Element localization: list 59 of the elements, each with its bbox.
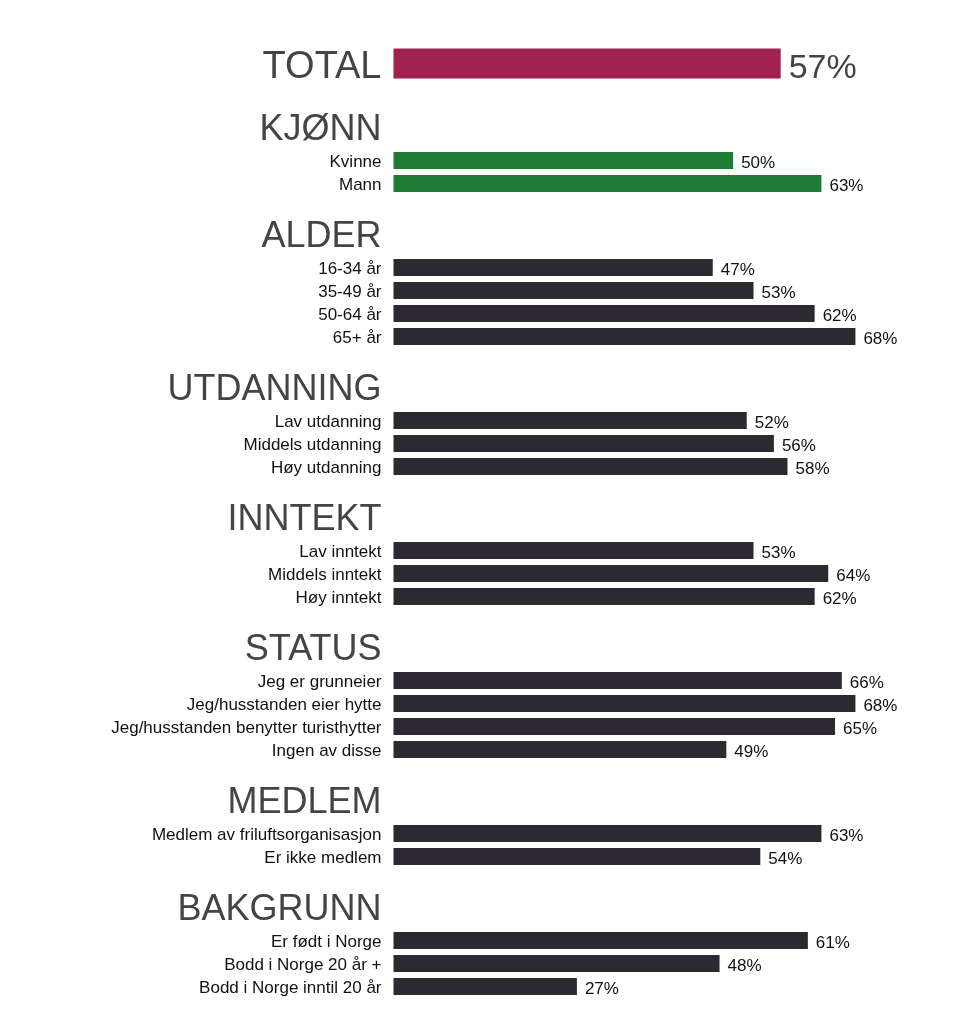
chart-title: KJØNN bbox=[259, 107, 382, 148]
bar bbox=[393, 741, 727, 758]
data-label: 63% bbox=[829, 826, 864, 845]
data-label: 65% bbox=[843, 719, 878, 738]
y-tick-label: 65+ år bbox=[332, 328, 382, 347]
y-tick-label: Middels utdanning bbox=[243, 435, 382, 454]
y-tick-label: 16-34 år bbox=[318, 259, 382, 278]
chart-title: ALDER bbox=[261, 214, 382, 255]
y-tick-label: 35-49 år bbox=[318, 282, 382, 301]
y-tick-label: TOTAL bbox=[262, 43, 382, 86]
data-label: 47% bbox=[720, 260, 755, 279]
y-tick-label: Ingen av disse bbox=[271, 741, 382, 760]
chart-title: UTDANNING bbox=[167, 367, 382, 408]
y-tick-label: Jeg er grunneier bbox=[257, 672, 382, 691]
bar bbox=[393, 695, 856, 712]
data-label: 62% bbox=[822, 589, 857, 608]
y-tick-label: 50-64 år bbox=[318, 305, 382, 324]
y-tick-label: Medlem av friluftsorganisasjon bbox=[151, 825, 382, 844]
chart-title: INNTEKT bbox=[227, 497, 382, 538]
bar bbox=[393, 259, 713, 276]
y-tick-label: Middels inntekt bbox=[268, 565, 382, 584]
data-label: 68% bbox=[863, 329, 898, 348]
data-label: 27% bbox=[584, 979, 619, 998]
data-label: 56% bbox=[781, 436, 816, 455]
data-label: 53% bbox=[761, 543, 796, 562]
data-label: 63% bbox=[829, 176, 864, 195]
data-label: 66% bbox=[849, 673, 884, 692]
data-label: 52% bbox=[754, 413, 789, 432]
chart-title: STATUS bbox=[244, 627, 382, 668]
data-label: 49% bbox=[734, 742, 769, 761]
chart-title: BAKGRUNN bbox=[177, 887, 382, 928]
bar bbox=[393, 305, 815, 322]
data-label: 62% bbox=[822, 306, 857, 325]
y-tick-label: Er født i Norge bbox=[270, 932, 382, 951]
y-tick-label: Lav inntekt bbox=[299, 542, 382, 561]
y-tick-label: Høy utdanning bbox=[270, 458, 382, 477]
y-tick-label: Jeg/husstanden benytter turisthytter bbox=[111, 718, 382, 737]
chart-title: MEDLEM bbox=[227, 780, 382, 821]
data-label: 50% bbox=[741, 153, 776, 172]
y-tick-label: Jeg/husstanden eier hytte bbox=[186, 695, 382, 714]
y-tick-label: Bodd i Norge 20 år + bbox=[224, 955, 382, 974]
data-label: 64% bbox=[836, 566, 871, 585]
y-tick-label: Høy inntekt bbox=[295, 588, 382, 607]
data-label: 53% bbox=[761, 283, 796, 302]
y-tick-label: Er ikke medlem bbox=[264, 848, 382, 867]
data-label: 58% bbox=[795, 459, 830, 478]
bar bbox=[393, 672, 842, 689]
data-label: 54% bbox=[768, 849, 803, 868]
data-label: 57% bbox=[788, 46, 857, 85]
bar bbox=[393, 718, 836, 735]
bar bbox=[393, 282, 754, 299]
data-label: 68% bbox=[863, 696, 898, 715]
y-tick-label: Bodd i Norge inntil 20 år bbox=[199, 978, 382, 997]
y-tick-label: Mann bbox=[338, 175, 382, 194]
data-label: 48% bbox=[727, 956, 762, 975]
bar bbox=[393, 328, 856, 345]
y-tick-label: Kvinne bbox=[329, 152, 382, 171]
y-tick-label: Lav utdanning bbox=[274, 412, 382, 431]
data-label: 61% bbox=[815, 933, 850, 952]
